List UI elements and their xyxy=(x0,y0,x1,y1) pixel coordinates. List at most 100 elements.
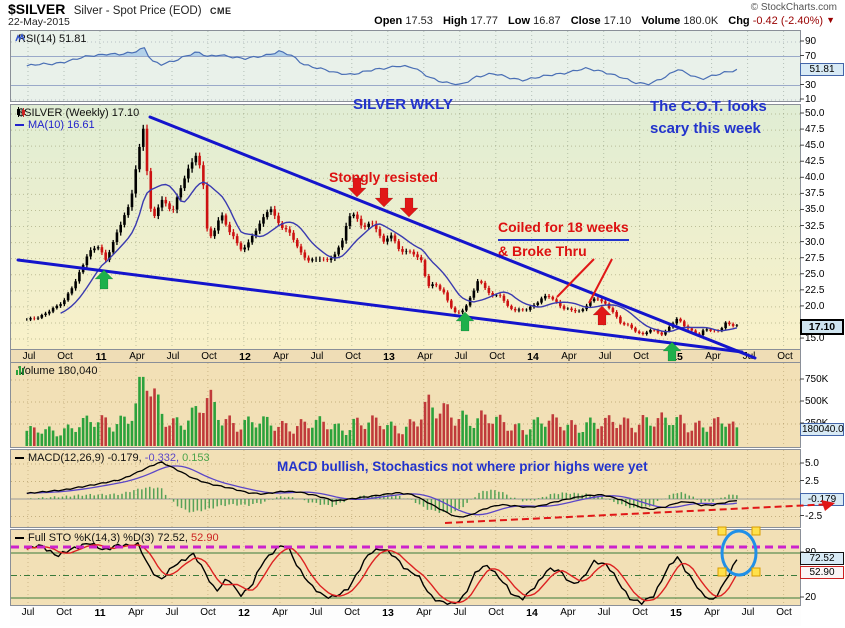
macd-label-main: MACD(12,26,9) -0.179, xyxy=(28,452,142,464)
close-value: 17.10 xyxy=(603,15,632,27)
x-axis-label: Oct xyxy=(632,607,648,618)
annotation-silver-wkly: SILVER WKLY xyxy=(353,96,454,113)
annotation-cot-line1: The C.O.T. looks xyxy=(650,98,767,115)
chart-date: 22-May-2015 xyxy=(8,16,70,28)
ma-label: MA(10) 16.61 xyxy=(28,119,95,131)
x-axis-label: Oct xyxy=(345,351,361,362)
ohlc-quote-line: Open 17.53 High 17.77 Low 16.87 Close 17… xyxy=(367,15,835,27)
x-axis-label: 11 xyxy=(95,351,107,363)
x-axis-label: Apr xyxy=(273,351,289,362)
chart-header: $SILVER Silver - Spot Price (EOD) CME xyxy=(8,1,232,19)
macd-line-swatch-icon xyxy=(15,457,24,460)
x-axis-label: Oct xyxy=(776,607,792,618)
volume-last-value-callout: 180040.0 xyxy=(800,423,844,437)
rsi-label: RSI(14) 51.81 xyxy=(18,33,87,45)
annotation-cot-line2: scary this week xyxy=(650,119,761,137)
price-axis-tick: 47.5 xyxy=(805,124,825,136)
price-last-value-callout: 17.10 xyxy=(800,318,844,335)
price-axis-tick: 42.5 xyxy=(805,156,825,168)
x-axis-label: Oct xyxy=(56,607,72,618)
volume-plot xyxy=(11,363,800,447)
x-axis-label: Oct xyxy=(488,607,504,618)
annotation-cot: The C.O.T. looks scary this week xyxy=(650,96,767,140)
annotation-strongly-resisted: Stongly resisted xyxy=(329,169,438,185)
x-axis-label: 15 xyxy=(670,607,682,619)
ma-label-row: MA(10) 16.61 xyxy=(15,119,95,131)
price-axis-tick: 35.0 xyxy=(805,204,825,216)
x-axis-label: Jul xyxy=(309,607,323,618)
open-value: 17.53 xyxy=(405,15,433,27)
annotation-coiled-line1: Coiled for 18 weeks xyxy=(498,217,629,241)
x-axis-label: Jul xyxy=(742,351,756,362)
macd-label-row: MACD(12,26,9) -0.179, -0.332, 0.153 xyxy=(15,452,210,464)
x-axis-label: Jul xyxy=(166,351,180,362)
rsi-axis-tick: 70 xyxy=(805,50,817,62)
rsi-axis-tick: 30 xyxy=(805,79,817,91)
price-panel: $SILVER (Weekly) 17.10 MA(10) 16.61 xyxy=(10,104,801,350)
volume-panel: Volume 180,040 xyxy=(10,362,801,448)
high-label: High xyxy=(442,15,468,27)
sto-axis-tick: 20 xyxy=(805,592,817,603)
sto-line-swatch-icon xyxy=(15,537,24,540)
exchange-label: CME xyxy=(210,6,232,16)
price-axis-tick: 15.0 xyxy=(805,333,825,345)
price-axis-tick: 25.0 xyxy=(805,268,825,280)
x-axis-label: Oct xyxy=(57,351,73,362)
x-axis-label: Oct xyxy=(633,351,649,362)
sto-last-value-callout: 52.90 xyxy=(800,566,844,580)
x-axis-label: Jul xyxy=(310,351,324,362)
x-axis-label: Jul xyxy=(21,607,35,618)
bottom-x-axis: Jul Oct 11 Apr Jul Oct 12 Apr Jul Oct 13 Apr Jul Oct 1… xyxy=(10,606,801,626)
x-axis-label: Jul xyxy=(598,351,612,362)
price-axis-tick: 20.0 xyxy=(805,300,825,312)
rsi-axis-tick: 90 xyxy=(805,36,817,47)
price-axis-tick: 22.5 xyxy=(805,284,825,296)
rsi-plot xyxy=(11,31,800,101)
annotation-coiled: Coiled for 18 weeks & Broke Thru xyxy=(498,217,629,262)
price-axis-tick: 27.5 xyxy=(805,252,825,264)
ma-line-swatch-icon xyxy=(15,124,24,127)
macd-axis-tick: 5.0 xyxy=(805,458,819,469)
volume-label: Volume xyxy=(641,15,681,27)
price-axis-tick: 45.0 xyxy=(805,140,825,152)
x-axis-label: Apr xyxy=(560,607,576,618)
high-value: 17.77 xyxy=(470,15,498,27)
x-axis-label: Jul xyxy=(165,607,179,618)
x-axis-label: 11 xyxy=(94,607,106,619)
macd-last-value-callout: -0.179 xyxy=(800,493,844,507)
x-axis-label: Oct xyxy=(344,607,360,618)
rsi-axis-tick: 10 xyxy=(805,94,817,105)
annotation-coiled-line2: & Broke Thru xyxy=(498,243,587,259)
x-axis-label: Apr xyxy=(561,351,577,362)
price-axis-tick: 50.0 xyxy=(805,108,825,119)
price-label-row: $SILVER (Weekly) 17.10 xyxy=(15,107,139,119)
price-axis-tick: 30.0 xyxy=(805,236,825,248)
rsi-panel: RSI(14) 51.81 xyxy=(10,30,801,102)
x-axis-label: Oct xyxy=(777,351,793,362)
x-axis-label: Apr xyxy=(417,351,433,362)
x-axis-label: Oct xyxy=(201,351,217,362)
x-axis-label: 12 xyxy=(238,607,250,619)
price-axis-tick: 40.0 xyxy=(805,172,825,184)
macd-hist-value: 0.153 xyxy=(182,452,210,464)
copyright: © StockCharts.com xyxy=(750,2,837,13)
change-down-triangle-icon: ▼ xyxy=(826,15,835,25)
rsi-last-value-callout: 51.81 xyxy=(800,62,844,76)
stochastics-plot xyxy=(11,530,800,605)
price-x-axis: Jul Oct 11 Apr Jul Oct 12 Apr Jul Oct 13 Apr Jul Oct 1… xyxy=(10,350,801,363)
chg-label: Chg xyxy=(728,15,750,27)
macd-axis-tick: 2.5 xyxy=(805,475,819,487)
chg-value: -0.42 (-2.40%) xyxy=(752,15,824,27)
x-axis-label: Apr xyxy=(129,351,145,362)
x-axis-label: Oct xyxy=(200,607,216,618)
x-axis-label: Apr xyxy=(704,607,720,618)
rsi-label-row: RSI(14) 51.81 xyxy=(15,33,86,45)
x-axis-label: Apr xyxy=(128,607,144,618)
x-axis-label: Jul xyxy=(453,607,467,618)
x-axis-label: Oct xyxy=(489,351,505,362)
sto-d-value: 52.90 xyxy=(191,532,219,544)
x-axis-label: 14 xyxy=(526,607,538,619)
x-axis-label: Jul xyxy=(597,607,611,618)
symbol: $SILVER xyxy=(8,1,66,17)
price-axis-tick: 32.5 xyxy=(805,220,825,232)
